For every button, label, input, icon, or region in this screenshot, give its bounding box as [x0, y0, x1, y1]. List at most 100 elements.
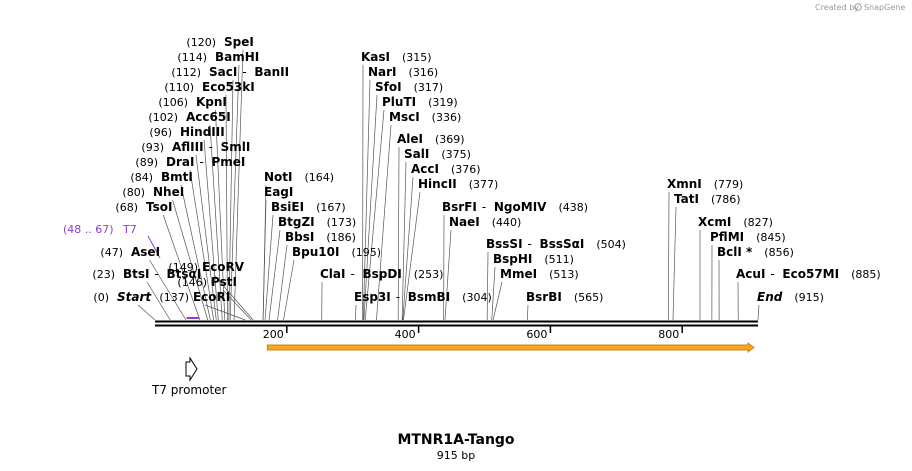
site-name[interactable]: TsoI [146, 200, 172, 214]
site-afliii[interactable]: AflIII - SmlI (93) [141, 140, 250, 154]
site-name[interactable]: Eco57MI [782, 267, 839, 281]
site-asei[interactable]: AseI (47) [100, 245, 160, 259]
site-xcmi[interactable]: XcmI (827) [698, 215, 773, 229]
site-name[interactable]: PluTI [382, 95, 416, 109]
site-start[interactable]: Start (0) [93, 290, 152, 304]
site-naei[interactable]: NaeI (440) [449, 215, 521, 229]
site-name[interactable]: EagI [264, 185, 293, 199]
site-name[interactable]: ClaI [320, 267, 345, 281]
site-bamhi[interactable]: BamHI (114) [177, 50, 259, 64]
site-nari[interactable]: NarI (316) [368, 65, 438, 79]
site-name[interactable]: BsmBI [408, 290, 450, 304]
site-name[interactable]: PmeI [211, 155, 245, 169]
site-name[interactable]: AflIII [172, 140, 204, 154]
site-name[interactable]: XcmI [698, 215, 731, 229]
site-name[interactable]: BmtI [161, 170, 193, 184]
site-bsphi[interactable]: BspHI (511) [493, 252, 574, 266]
site-name[interactable]: NotI [264, 170, 293, 184]
site-nhei[interactable]: NheI (80) [122, 185, 184, 199]
site-name[interactable]: BbsI [285, 230, 314, 244]
site-name[interactable]: KasI [361, 50, 390, 64]
site-name[interactable]: BtsI [123, 267, 150, 281]
site-name[interactable]: SacI [209, 65, 237, 79]
site-tati[interactable]: TatI (786) [674, 192, 741, 206]
site-name[interactable]: NgoMIV [494, 200, 547, 214]
site-name[interactable]: SpeI [224, 35, 254, 49]
site-mmei[interactable]: MmeI (513) [500, 267, 579, 281]
site-bpu10i[interactable]: Bpu10I (195) [292, 245, 381, 259]
site-name[interactable]: MmeI [500, 267, 537, 281]
site-msci[interactable]: MscI (336) [389, 110, 461, 124]
site-name[interactable]: BtgZI [278, 215, 315, 229]
site-noti[interactable]: NotI (164) [264, 170, 334, 184]
site-name[interactable]: DraI [166, 155, 194, 169]
orf-arrow[interactable] [266, 342, 755, 353]
site-pflmi[interactable]: PflMI (845) [710, 230, 786, 244]
site-eagi[interactable]: EagI [264, 185, 293, 199]
site-name[interactable]: TatI [674, 192, 699, 206]
site-alei[interactable]: AleI (369) [397, 132, 465, 146]
site-sfoi[interactable]: SfoI (317) [375, 80, 443, 94]
site-name[interactable]: BsrBI [526, 290, 562, 304]
site-btgzi[interactable]: BtgZI (173) [278, 215, 356, 229]
site-name[interactable]: EcoRV [202, 260, 245, 274]
site-sali[interactable]: SalI (375) [404, 147, 471, 161]
site-hincii[interactable]: HincII (377) [418, 177, 498, 191]
site-name[interactable]: BsiEI [271, 200, 304, 214]
site-name[interactable]: SfoI [375, 80, 402, 94]
site-name[interactable]: HindIII [180, 125, 225, 139]
site-name[interactable]: HincII [418, 177, 457, 191]
site-name[interactable]: AleI [397, 132, 423, 146]
site-bcli-star[interactable]: BclI * (856) [717, 245, 794, 259]
site-name[interactable]: PflMI [710, 230, 744, 244]
site-name[interactable]: NheI [153, 185, 184, 199]
site-eco53ki[interactable]: Eco53kI (110) [164, 80, 254, 94]
site-clai[interactable]: ClaI - BspDI (253) [320, 267, 443, 281]
site-name[interactable]: MscI [389, 110, 420, 124]
site-tsoi[interactable]: TsoI (68) [115, 200, 172, 214]
site-btsi[interactable]: BtsI - BtsαI (23) [92, 267, 201, 281]
site-name[interactable]: BamHI [215, 50, 259, 64]
site-name[interactable]: Start [117, 290, 152, 304]
site-pluti[interactable]: PluTI (319) [382, 95, 458, 109]
site-spei[interactable]: SpeI (120) [186, 35, 253, 49]
site-acci[interactable]: AccI (376) [411, 162, 481, 176]
site-bsiei[interactable]: BsiEI (167) [271, 200, 346, 214]
site-drai[interactable]: DraI - PmeI (89) [135, 155, 245, 169]
site-name[interactable]: BspHI [493, 252, 532, 266]
site-name[interactable]: BssSαI [540, 237, 585, 251]
site-end[interactable]: End (915) [757, 290, 824, 304]
site-acui[interactable]: AcuI - Eco57MI (885) [736, 267, 881, 281]
site-name[interactable]: AccI [411, 162, 439, 176]
site-name[interactable]: AseI [131, 245, 160, 259]
t7-promoter-arrow-icon[interactable] [185, 356, 198, 382]
site-name[interactable]: XmnI [667, 177, 702, 191]
site-saci[interactable]: SacI - BanII (112) [171, 65, 289, 79]
site-name[interactable]: NarI [368, 65, 397, 79]
site-name[interactable]: PstI [211, 275, 237, 289]
site-name[interactable]: Eco53kI [202, 80, 255, 94]
site-acc65i[interactable]: Acc65I (102) [148, 110, 230, 124]
site-bsrbi[interactable]: BsrBI (565) [526, 290, 603, 304]
site-bbsi[interactable]: BbsI (186) [285, 230, 356, 244]
site-psti[interactable]: (146) PstI [177, 275, 237, 289]
site-name[interactable]: NaeI [449, 215, 480, 229]
site-name[interactable]: BtsαI [167, 267, 202, 281]
t7-primer-name[interactable]: T7 [122, 223, 137, 236]
site-ecori[interactable]: (137) EcoRI [159, 290, 230, 304]
site-kpni[interactable]: KpnI (106) [158, 95, 227, 109]
site-name[interactable]: EcoRI [193, 290, 230, 304]
site-bsssi[interactable]: BssSI - BssSαI (504) [486, 237, 626, 251]
site-xmni[interactable]: XmnI (779) [667, 177, 743, 191]
site-name[interactable]: Esp3I [354, 290, 391, 304]
site-name[interactable]: BclI * [717, 245, 753, 259]
site-hindiii[interactable]: HindIII (96) [149, 125, 224, 139]
site-name[interactable]: BanII [254, 65, 289, 79]
site-name[interactable]: BssSI [486, 237, 523, 251]
site-name[interactable]: BspDI [362, 267, 401, 281]
site-name[interactable]: Bpu10I [292, 245, 339, 259]
site-name[interactable]: Acc65I [186, 110, 231, 124]
site-name[interactable]: AcuI [736, 267, 765, 281]
site-name[interactable]: End [757, 290, 783, 304]
site-name[interactable]: KpnI [196, 95, 227, 109]
